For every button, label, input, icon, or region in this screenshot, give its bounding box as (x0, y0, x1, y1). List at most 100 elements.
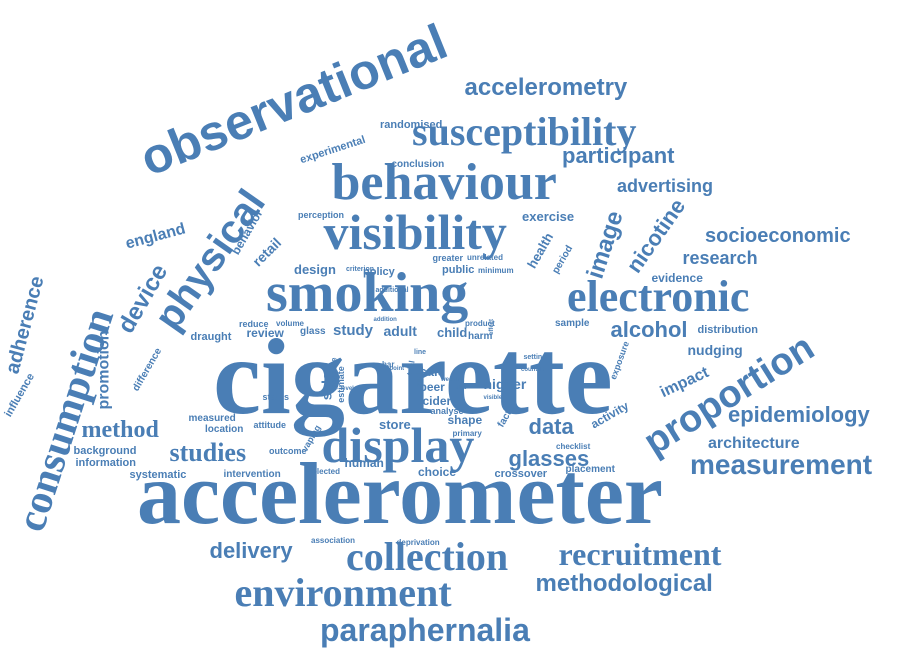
cloud-word: behaviour (331, 154, 557, 211)
cloud-word: research (682, 248, 758, 268)
cloud-word: architecture (708, 435, 800, 452)
cloud-word: location (205, 424, 244, 435)
cloud-word: shape (447, 413, 483, 427)
cloud-word: visibility (323, 204, 507, 260)
cloud-word: crossover (494, 467, 548, 480)
cloud-word: evidence (651, 271, 703, 285)
cloud-word: display (321, 417, 475, 473)
cloud-word: promotion (95, 330, 113, 410)
cloud-word: additional (375, 286, 409, 294)
cloud-word: store (379, 416, 411, 432)
cloud-word: size (455, 385, 467, 391)
cloud-word: advertising (617, 176, 714, 196)
cloud-word: method (81, 417, 159, 443)
cloud-word: addition (373, 317, 397, 323)
cloud-word: measure (328, 357, 338, 391)
cloud-word: sample (555, 318, 590, 329)
cloud-word: epidemiology (728, 402, 870, 427)
cloud-word: study (333, 321, 374, 339)
cloud-word: smoking (266, 262, 469, 324)
cloud-word: methodological (535, 570, 713, 597)
cloud-word: intervention (223, 469, 281, 480)
cloud-word: nudging (687, 342, 743, 358)
cloud-word: studies (169, 438, 247, 467)
cloud-word: recruitment (558, 536, 722, 572)
cloud-word: pupil (415, 371, 423, 389)
cloud-word: checklist (556, 442, 591, 451)
cloud-word: paraphernalia (320, 612, 530, 648)
cloud-word: collection (346, 534, 509, 579)
cloud-word: england (123, 220, 187, 253)
cloud-word: adherence (1, 273, 49, 377)
cloud-word: point (389, 366, 405, 372)
cloud-word: volume (276, 319, 305, 328)
cloud-word: review (246, 326, 284, 340)
cloud-word: exercise (522, 208, 575, 224)
cloud-word: outcome (269, 445, 307, 456)
cloud-word: delivery (209, 538, 293, 563)
cloud-word: higher (483, 376, 527, 392)
cloud-word: attitude (253, 419, 287, 430)
cloud-word: measurement (690, 449, 873, 480)
cloud-word: line (414, 348, 427, 356)
cloud-word: product (465, 319, 495, 328)
cloud-word: environment (234, 570, 452, 615)
cloud-word: susceptibility (412, 109, 637, 154)
cloud-word: conclusion (391, 159, 445, 170)
cloud-word: selected (308, 467, 341, 476)
cloud-word: greater (432, 252, 464, 263)
cloud-word: adult (383, 323, 417, 339)
cloud-word: association (311, 536, 356, 545)
cloud-word: background (73, 444, 137, 457)
cloud-word: level (340, 386, 354, 392)
cloud-word: data (528, 414, 574, 439)
cloud-word: human (344, 456, 384, 470)
cloud-word: glass (300, 326, 326, 337)
cloud-word: cigarette (213, 318, 613, 437)
cloud-word: influence (2, 370, 37, 419)
cloud-word: analyse (430, 405, 464, 416)
cloud-word: design (294, 261, 336, 277)
cloud-word: status (262, 391, 290, 402)
cloud-word: accelerometry (464, 74, 628, 101)
cloud-word: choice (418, 465, 457, 479)
cloud-word: cider (422, 394, 452, 408)
cloud-word: reduce (239, 318, 269, 329)
cloud-word: systematic (129, 468, 187, 481)
cloud-word: perception (298, 209, 345, 220)
cloud-word: socioeconomic (705, 225, 851, 247)
cloud-word: primary (452, 429, 482, 438)
cloud-word: policy (363, 265, 395, 278)
cloud-word: nicotine (621, 193, 691, 278)
cloud-word: bar (382, 360, 395, 369)
cloud-word: public (442, 263, 475, 276)
cloud-word: alcohol (610, 317, 688, 342)
cloud-word: unrelated (467, 253, 504, 262)
cloud-word: setting (523, 353, 547, 361)
cloud-word: deprivation (396, 538, 440, 547)
cloud-word: harm (468, 331, 493, 342)
cloud-word: countrie (521, 367, 545, 373)
cloud-word: minimum (478, 266, 514, 275)
cloud-word: glasses (508, 446, 590, 471)
cloud-word: criterion (346, 265, 375, 273)
cloud-word: accelerometer (137, 446, 663, 543)
cloud-word: participant (562, 143, 675, 168)
cloud-word: beer (419, 380, 445, 394)
cloud-word: weekly (441, 377, 461, 383)
cloud-word: effect (489, 318, 496, 336)
cloud-word: placement (565, 464, 615, 475)
cloud-word: distribution (697, 323, 759, 336)
cloud-word: electronic (567, 272, 750, 321)
cloud-word: information (75, 456, 137, 469)
cloud-word: child (437, 324, 468, 340)
cloud-word: difference (130, 346, 165, 394)
cloud-word: draught (190, 330, 232, 343)
cloud-word: health (524, 229, 557, 271)
cloud-word: image (581, 207, 629, 283)
cloud-word: randomised (380, 118, 443, 131)
cloud-word: visible (483, 395, 503, 401)
cloud-word: sale (419, 363, 445, 379)
cloud-word: period (549, 243, 575, 276)
